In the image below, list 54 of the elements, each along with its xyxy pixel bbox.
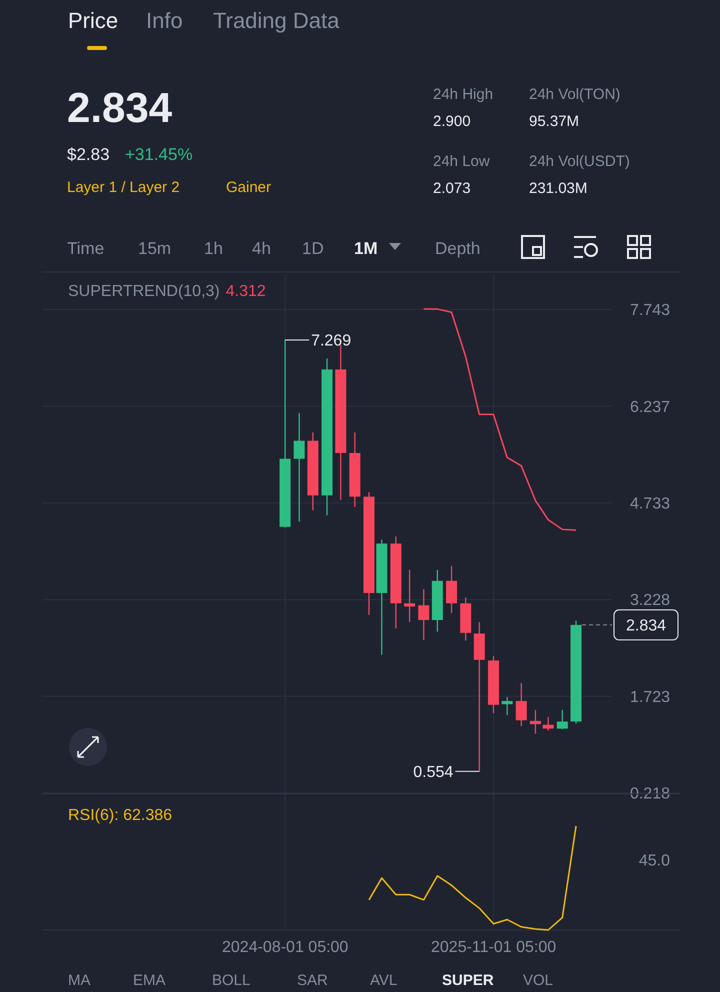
annotation: 7.269: [311, 332, 352, 350]
y-tick-label: 6.237: [630, 398, 670, 416]
y-tick-label: 4.733: [630, 496, 670, 512]
candlestick: [542, 716, 554, 732]
text: Price: [68, 8, 118, 33]
candlestick: [502, 696, 513, 716]
text: BOLL: [212, 972, 250, 989]
annotation: 0.554: [413, 764, 454, 782]
candlestick: [530, 709, 541, 734]
y-tick-label: 3.228: [630, 592, 670, 610]
y-tick-label: 7.743: [630, 302, 670, 320]
text: 1M: [354, 239, 378, 258]
line-series: [422, 308, 577, 531]
text: Depth: [435, 239, 480, 258]
text: Time: [67, 239, 104, 258]
text: 95.37M: [529, 113, 580, 130]
annotation: 4.312: [226, 283, 266, 300]
candlestick: [294, 412, 305, 522]
text: Trading Data: [213, 8, 340, 33]
text: 2.900: [433, 113, 471, 130]
text: 24h Vol(TON): [529, 86, 620, 103]
text: VOL: [523, 972, 554, 989]
text: 1h: [204, 239, 223, 258]
text: 2.073: [433, 180, 471, 197]
text: SAR: [297, 972, 328, 989]
text: +31.45%: [125, 145, 193, 164]
annotation: 45.0: [638, 852, 670, 870]
text: 24h Vol(USDT): [529, 153, 630, 170]
text: 4h: [252, 239, 271, 258]
y-tick-label: 1.723: [630, 688, 670, 706]
text: 15m: [138, 239, 172, 258]
text: Gainer: [226, 179, 272, 196]
candlestick: [556, 709, 568, 730]
text: Info: [146, 8, 183, 33]
text: EMA: [133, 972, 166, 989]
text: 2.834: [67, 84, 173, 131]
x-tick-label: 2024-08-01 05:00: [222, 939, 348, 956]
text: 1D: [302, 239, 324, 258]
candlestick: [446, 565, 458, 614]
text: 231.03M: [529, 180, 588, 197]
candlestick: [516, 682, 527, 727]
text: 24h High: [433, 86, 494, 103]
text: SUPER: [442, 972, 494, 989]
text: MA: [68, 972, 90, 989]
text: 24h Low: [433, 153, 490, 170]
text: $2.83: [67, 145, 110, 164]
x-tick-label: 2025-11-01 05:00: [431, 939, 556, 956]
text: Layer 1 / Layer 2: [67, 179, 180, 196]
candlestick: [418, 588, 430, 641]
text: SUPERTREND(10,3): [68, 283, 220, 300]
ref-line-label: 2.834: [626, 618, 666, 635]
chart-title: RSI(6): 62.386: [68, 807, 172, 824]
candlestick: [404, 569, 416, 623]
text: AVL: [370, 972, 398, 989]
